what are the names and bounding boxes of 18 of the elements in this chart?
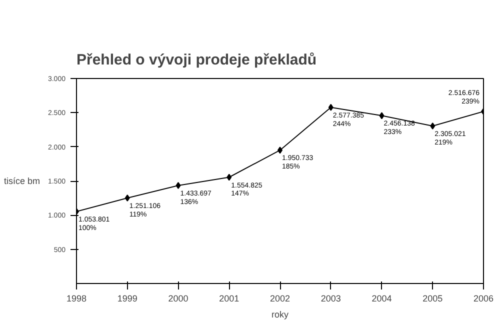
- x-tick-label: 2000: [168, 294, 188, 304]
- x-tick-label: 2004: [372, 294, 392, 304]
- x-tick-label: 2005: [422, 294, 443, 304]
- point: [430, 122, 436, 130]
- point: [328, 104, 334, 111]
- x-tick-label: 2006: [473, 294, 494, 304]
- x-tick-label: 2003: [320, 294, 341, 304]
- x-tick-label: 1998: [66, 294, 87, 304]
- point: [176, 182, 181, 190]
- chart-title: Přehled o vývoji prodeje překladů: [76, 52, 317, 68]
- x-axis-title: roky: [272, 310, 289, 320]
- x-tick-label: 2002: [270, 294, 290, 304]
- point: [226, 174, 232, 181]
- y-axis-title: tisíce bm: [4, 176, 40, 186]
- point: [379, 112, 384, 120]
- point: [124, 194, 130, 202]
- x-tick-label: 1999: [117, 294, 138, 304]
- x-tick-label: 2001: [219, 294, 240, 304]
